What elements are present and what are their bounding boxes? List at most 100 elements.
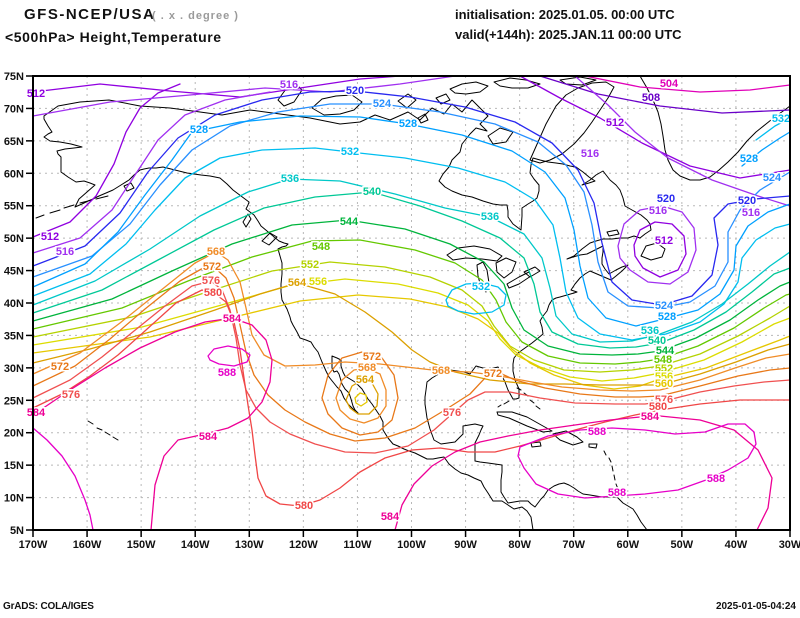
contour-line-532: [445, 282, 507, 315]
contour-label-516: 516: [56, 246, 74, 258]
coastline: [63, 204, 75, 209]
grads-credit: GrADS: COLA/IGES: [3, 601, 94, 612]
init-time-label: initialisation: 2025.01.05. 00:00 UTC: [455, 7, 675, 22]
lon-tick-label: 170W: [19, 539, 48, 551]
lat-tick-label: 60N: [4, 168, 24, 180]
lat-tick-label: 65N: [4, 136, 24, 148]
contour-label-532: 532: [341, 146, 359, 158]
contour-label-568: 568: [358, 362, 376, 374]
lon-tick-label: 150W: [127, 539, 156, 551]
island-or-lake-outline: [496, 411, 553, 433]
contour-label-584: 584: [223, 313, 242, 325]
contour-label-528: 528: [399, 118, 417, 130]
contour-line-516: [574, 75, 791, 207]
island-or-lake-outline: [552, 430, 584, 446]
contour-label-584: 584: [27, 407, 46, 419]
contour-label-540: 540: [363, 186, 381, 198]
contour-line-516: [617, 205, 697, 285]
contour-line-524: [32, 103, 791, 309]
contour-line-584: [32, 317, 273, 531]
island-or-lake-outline: [530, 441, 542, 448]
contour-line-528: [741, 131, 791, 167]
contour-label-568: 568: [432, 365, 450, 377]
lat-tick-label: 70N: [4, 103, 24, 115]
coastline: [615, 483, 619, 490]
contour-label-572: 572: [51, 361, 69, 373]
contour-label-520: 520: [346, 85, 364, 97]
contour-label-576: 576: [202, 275, 220, 287]
contour-label-576: 576: [62, 389, 80, 401]
contour-label-504: 504: [660, 78, 679, 90]
contour-line-572: [321, 351, 399, 436]
contour-label-536: 536: [481, 211, 499, 223]
contour-line-508: [539, 75, 791, 114]
lon-tick-label: 120W: [289, 539, 318, 551]
contour-line-528: [32, 115, 791, 327]
contour-label-548: 548: [654, 354, 672, 366]
coastline: [35, 214, 45, 219]
contour-label-540: 540: [648, 335, 666, 347]
contour-label-576: 576: [443, 407, 461, 419]
lon-tick-label: 110W: [343, 539, 372, 551]
contour-label-512: 512: [606, 117, 624, 129]
contour-label-544: 544: [656, 345, 675, 357]
contour-line-588: [32, 427, 94, 531]
contour-lines: [32, 75, 791, 531]
contour-label-512: 512: [655, 235, 673, 247]
coastline: [79, 199, 93, 204]
contour-label-588: 588: [218, 367, 236, 379]
lon-tick-label: 130W: [235, 539, 264, 551]
lon-tick-label: 50W: [671, 539, 694, 551]
contour-label-512: 512: [27, 88, 45, 100]
lon-tick-label: 100W: [397, 539, 426, 551]
contour-line-560: [354, 392, 368, 407]
coastline: [87, 420, 94, 425]
coastline: [503, 400, 510, 405]
lon-tick-label: 80W: [508, 539, 531, 551]
coastline: [497, 404, 502, 408]
contour-label-552: 552: [655, 363, 673, 375]
lat-tick-label: 5N: [10, 525, 24, 537]
coastline: [112, 436, 119, 441]
contour-label-588: 588: [588, 426, 606, 438]
map-frame-and-ticks: 75N 70N 65N 60N 55N 50N 45N 40N 35N 30N 25N 20N 15N 1…: [4, 71, 800, 551]
island-or-lake-outline: [588, 443, 598, 449]
contour-line-540: [32, 191, 791, 349]
contour-label-564: 564: [356, 374, 375, 386]
level-title: <500hPa> Height,Temperature: [5, 29, 222, 45]
island-or-lake-outline: [261, 232, 278, 246]
contour-label-516: 516: [581, 148, 599, 160]
contour-line-512: [32, 83, 181, 238]
contour-line-536: [32, 178, 791, 343]
contour-label-528: 528: [658, 311, 676, 323]
contour-line-568: [335, 367, 387, 424]
contour-line-532: [755, 117, 791, 141]
contour-label-516: 516: [280, 79, 298, 91]
coastline: [43, 115, 534, 531]
contour-label-584: 584: [381, 511, 400, 523]
contour-label-524: 524: [763, 172, 782, 184]
contour-label-516: 516: [742, 207, 760, 219]
contour-label-572: 572: [363, 351, 381, 363]
coastline: [535, 405, 541, 410]
island-or-lake-outline: [523, 266, 541, 278]
contour-label-584: 584: [641, 411, 660, 423]
contour-label-528: 528: [740, 153, 758, 165]
island-or-lake-outline: [417, 113, 429, 124]
contour-label-536: 536: [641, 325, 659, 337]
island-or-lake-outline: [446, 245, 503, 262]
coastline: [49, 209, 61, 214]
island-or-lake-outline: [495, 257, 517, 279]
island-or-lake-outline: [449, 81, 489, 95]
lat-tick-label: 30N: [4, 363, 24, 375]
valid-time-label: valid(+144h): 2025.JAN.11 00:00 UTC: [455, 27, 682, 42]
lat-tick-label: 25N: [4, 395, 24, 407]
contour-line-564: [32, 282, 791, 386]
contour-line-504: [584, 75, 791, 93]
contour-line-512: [633, 221, 687, 278]
coastline: [608, 457, 612, 463]
lat-tick-label: 50N: [4, 233, 24, 245]
